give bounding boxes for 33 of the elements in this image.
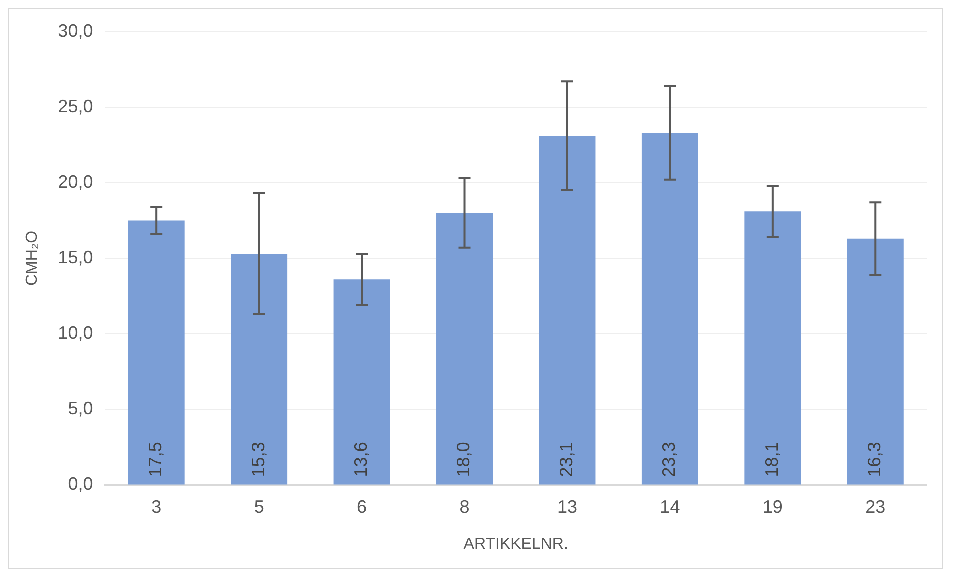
data-label: 18,0 bbox=[454, 442, 474, 478]
y-tick-label: 10,0 bbox=[58, 323, 94, 344]
x-axis-title: ARTIKKELNR. bbox=[464, 536, 568, 553]
bar bbox=[231, 254, 288, 485]
x-tick-label: 23 bbox=[866, 496, 886, 517]
x-tick-label: 6 bbox=[357, 496, 368, 517]
bar bbox=[642, 133, 698, 485]
data-label: 17,5 bbox=[146, 442, 166, 478]
x-tick-label: 19 bbox=[762, 496, 783, 517]
x-tick-label: 13 bbox=[557, 496, 578, 517]
y-tick-label: 5,0 bbox=[68, 398, 94, 419]
data-label: 16,3 bbox=[864, 442, 885, 478]
bar bbox=[744, 212, 802, 485]
bar bbox=[334, 280, 390, 485]
data-label: 18,1 bbox=[762, 442, 782, 478]
y-tick-label: 15,0 bbox=[58, 247, 94, 268]
x-tick-label: 5 bbox=[254, 496, 264, 517]
y-tick-label: 30,0 bbox=[58, 20, 94, 41]
x-tick-label: 3 bbox=[152, 496, 162, 517]
data-label: 23,3 bbox=[659, 442, 680, 478]
data-label: 13,6 bbox=[351, 442, 372, 478]
bar bbox=[128, 220, 185, 485]
bar bbox=[539, 136, 596, 485]
bar bbox=[847, 238, 904, 485]
data-label: 15,3 bbox=[248, 442, 268, 478]
y-tick-label: 20,0 bbox=[58, 172, 94, 192]
y-axis-title: CMH₂O bbox=[24, 230, 42, 286]
x-tick-label: 14 bbox=[660, 496, 680, 517]
y-tick-label: 0,0 bbox=[68, 474, 94, 494]
bar bbox=[436, 213, 494, 485]
x-tick-label: 8 bbox=[460, 496, 470, 517]
data-label: 23,1 bbox=[556, 442, 576, 478]
y-tick-label: 25,0 bbox=[58, 96, 94, 116]
